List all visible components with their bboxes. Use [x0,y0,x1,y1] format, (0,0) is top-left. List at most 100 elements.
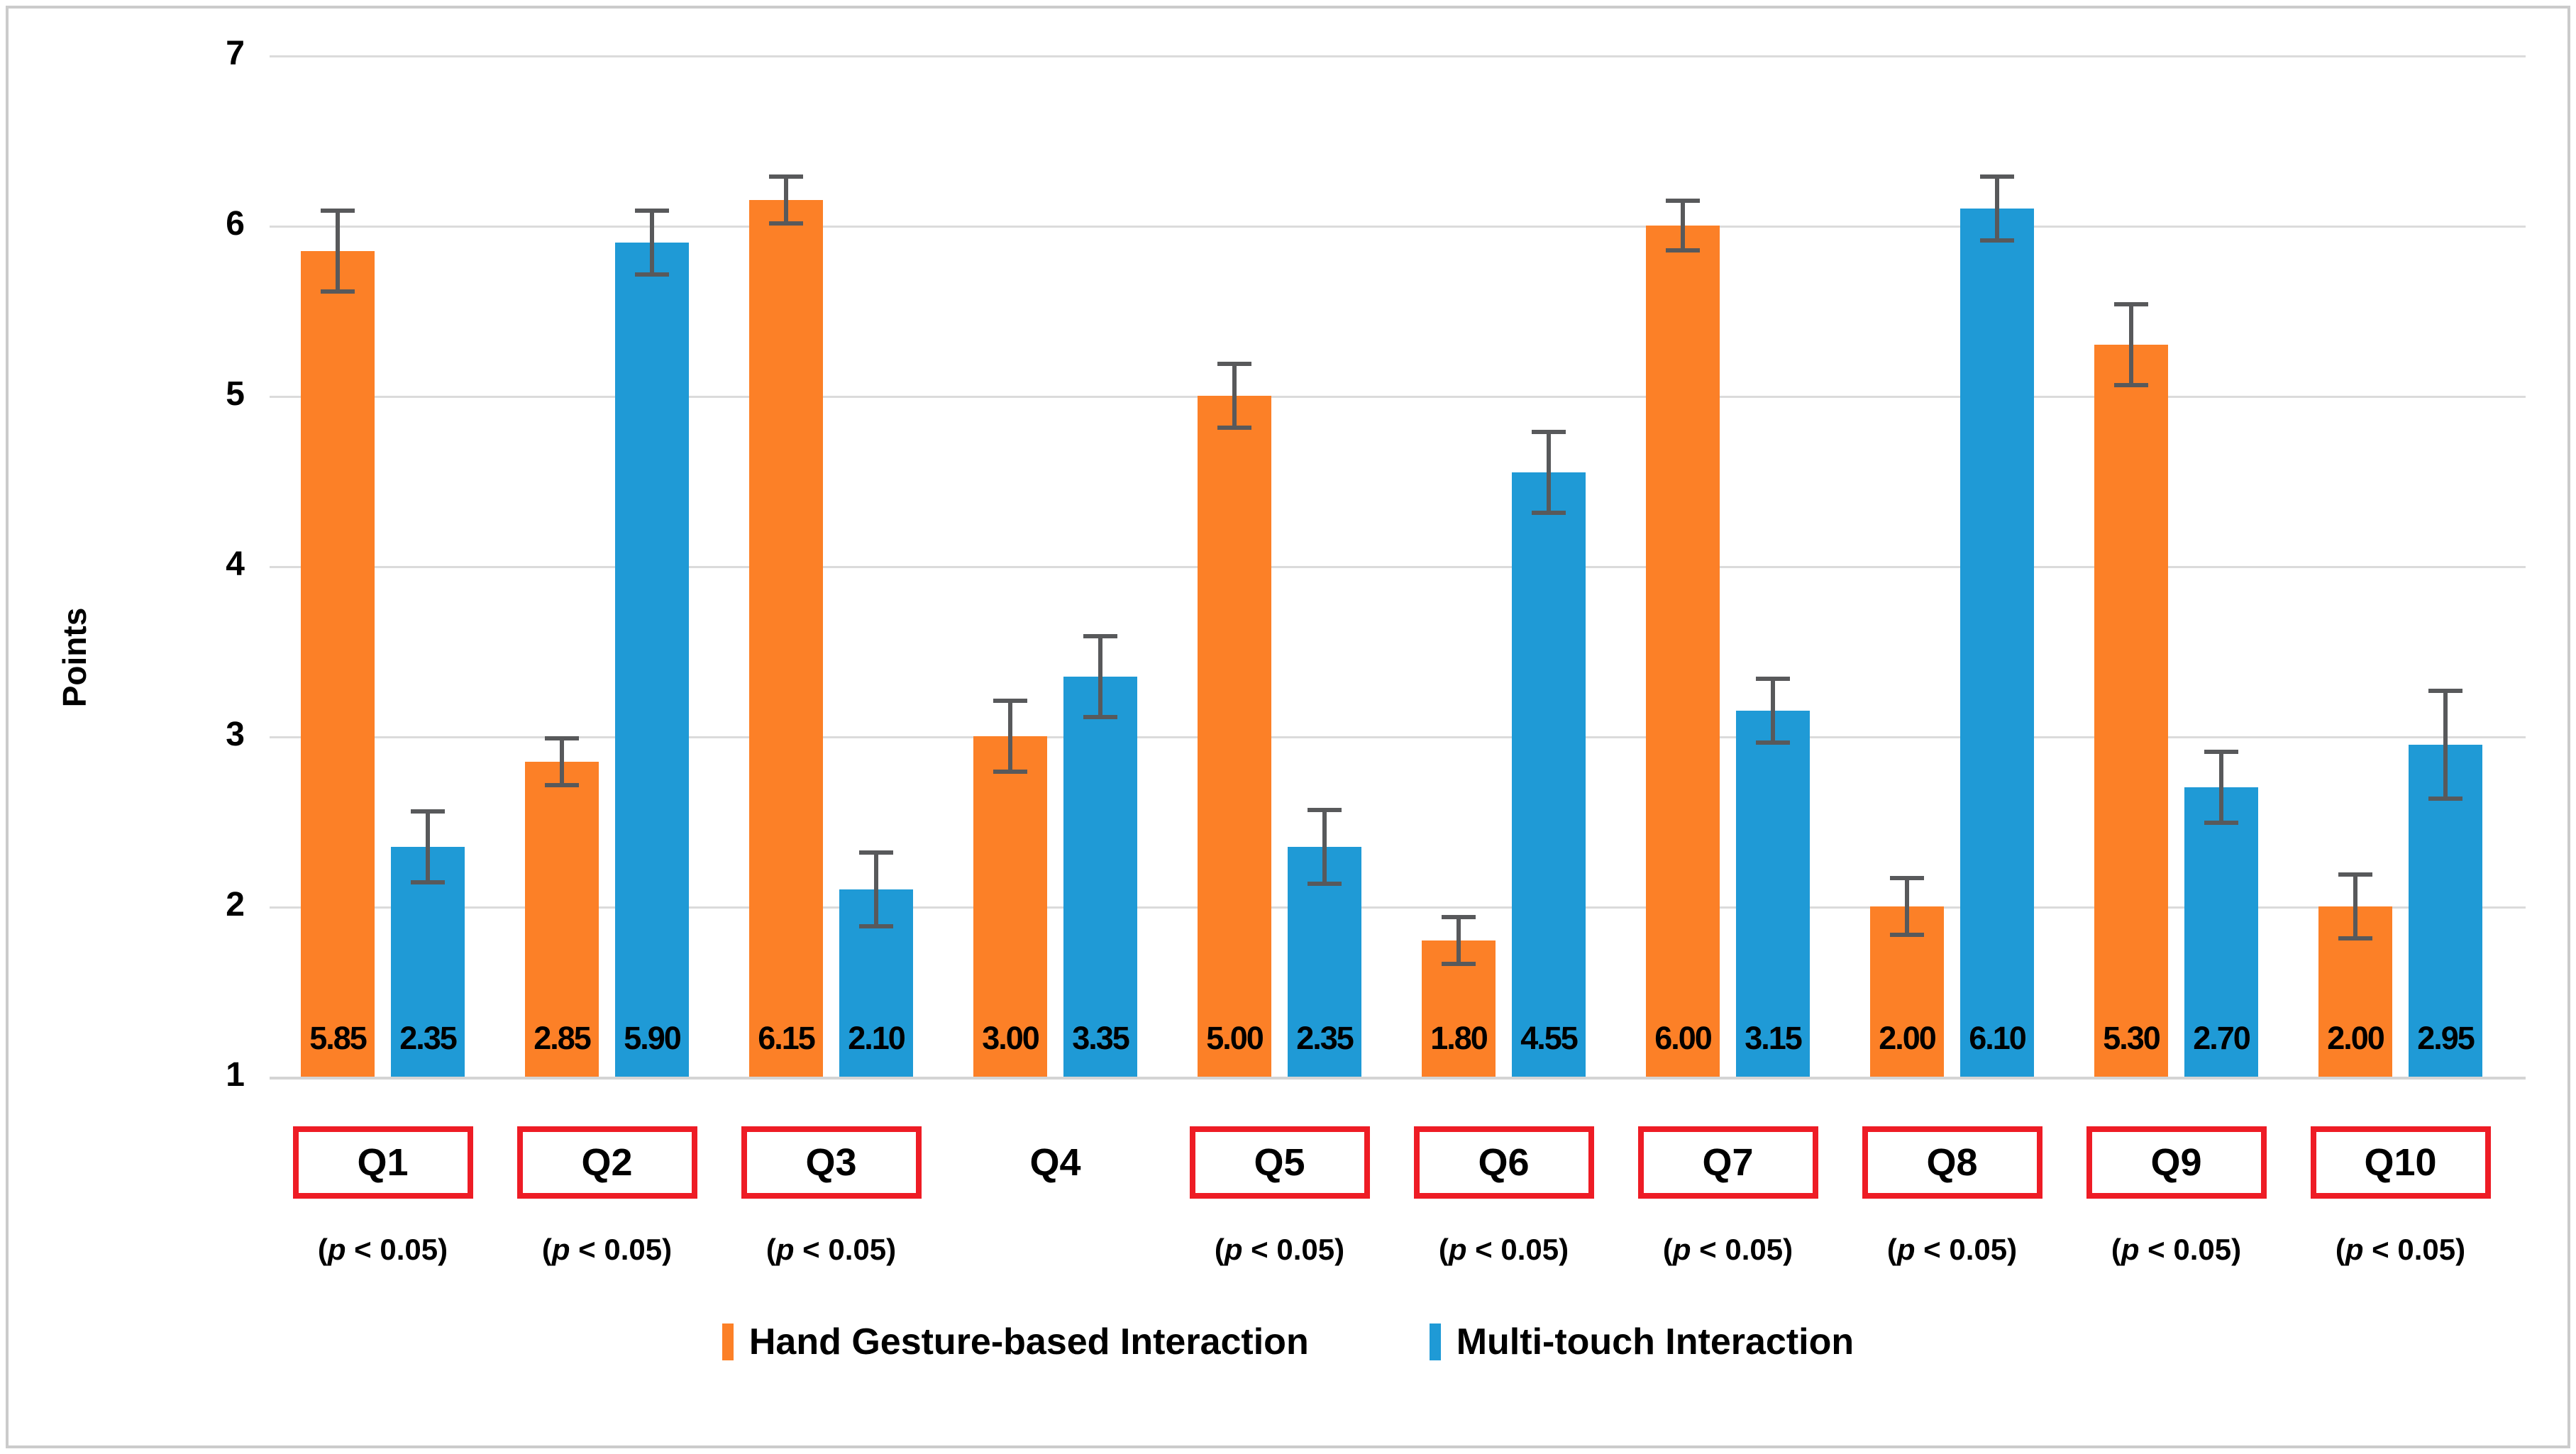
error-bar-stem [1547,430,1551,515]
p-value-label-q1: (p < 0.05) [317,1233,448,1266]
error-bar-q10-series-1 [2428,688,2462,801]
category-label-wrap-q6: Q6 [1383,1126,1625,1199]
error-bar-cap-top [1532,430,1566,434]
chart-frame-border [6,6,2570,1448]
error-bar-q8-series-0 [1890,875,1924,938]
error-bar-cap-bottom [1980,238,2014,243]
error-bar-q2-series-1 [635,209,669,277]
category-label-wrap-q1: Q1 [262,1126,504,1199]
y-tick-label-2: 2 [226,886,245,923]
error-bar-cap-bottom [859,924,893,929]
value-label-q5-series-0: 5.00 [1206,1020,1264,1056]
bar-q6-series-1 [1512,472,1586,1077]
bar-q2-series-1 [615,243,689,1077]
error-bar-q7-series-0 [1666,198,1700,253]
error-bar-cap-bottom [411,879,445,884]
value-label-q7-series-0: 6.00 [1654,1020,1713,1056]
error-bar-stem [2353,872,2357,940]
category-label-wrap-q7: Q7 [1608,1126,1849,1199]
cluster-q5: 5.00 2.35 Q5 (p < 0.05) [1189,55,1370,1266]
error-bar-cap-top [411,809,445,814]
cluster-q1: 5.85 2.35 Q1 (p < 0.05) [292,55,473,1266]
y-tick-label-1: 1 [226,1056,245,1094]
error-bar-cap-bottom [1083,715,1117,719]
error-bar-stem [2219,750,2223,825]
significance-box-q3: Q3 [741,1126,922,1199]
category-label-wrap-q9: Q9 [2056,1126,2297,1199]
bar-q1-series-1 [391,847,465,1077]
error-bar-stem [1456,915,1461,966]
value-label-q10-series-1: 2.95 [2417,1020,2475,1056]
error-bar-stem [1905,875,1909,938]
significance-box-q1: Q1 [292,1126,473,1199]
value-label-q8-series-1: 6.10 [1969,1020,2027,1056]
error-bar-cap-top [1442,915,1476,919]
error-bar-stem [1681,198,1685,253]
value-label-q8-series-0: 2.00 [1879,1020,1937,1056]
category-label-wrap-q3: Q3 [711,1126,952,1199]
error-bar-cap-top [1308,807,1342,812]
cluster-q4: 3.00 3.35 Q4 [965,55,1146,1199]
error-bar-cap-bottom [635,272,669,277]
significance-box-q7: Q7 [1637,1126,1818,1199]
plot-area: 7 6 5 4 3 2 1 5.85 2.35 Q1 (p < 0.05) 2.85 5.90 Q2 (p … [226,35,2526,1266]
bar-clusters: 5.85 2.35 Q1 (p < 0.05) 2.85 5.90 Q2 (p < 0.05)… [270,55,2526,1266]
error-bar-q3-series-1 [859,850,893,929]
error-bar-cap-bottom [1756,740,1790,745]
error-bar-cap-top [2204,750,2238,755]
cluster-q7: 6.00 3.15 Q7 (p < 0.05) [1637,55,1818,1266]
error-bar-cap-top [2114,302,2148,306]
error-bar-cap-top [1890,875,1924,880]
significance-box-q6: Q6 [1413,1126,1594,1199]
y-tick-label-6: 6 [226,204,245,243]
bar-q5-series-0 [1198,396,1271,1077]
p-value-label-q6: (p < 0.05) [1438,1233,1569,1266]
error-bar-stem [1008,699,1012,774]
error-bar-cap-bottom [2114,383,2148,387]
error-bar-stem [426,809,430,884]
error-bar-q4-series-1 [1083,634,1117,719]
error-bar-q9-series-0 [2114,302,2148,387]
gridline-y-7 [270,55,2526,57]
error-bar-cap-top [1217,362,1251,366]
error-bar-cap-top [321,209,355,213]
error-bar-q6-series-1 [1532,430,1566,515]
error-bar-stem [784,174,788,226]
error-bar-cap-top [545,736,579,740]
error-bar-q8-series-1 [1980,174,2014,243]
legend: Hand Gesture-based Interaction Multi-touc… [0,1321,2576,1363]
bar-q8-series-1 [1960,209,2034,1077]
gridline-y-2 [270,906,2526,909]
category-label-wrap-q5: Q5 [1159,1126,1400,1199]
error-bar-cap-bottom [993,769,1027,774]
value-label-q4-series-1: 3.35 [1072,1020,1130,1056]
error-bar-cap-top [1980,174,2014,179]
category-label-wrap-q10: Q10 [2280,1126,2521,1199]
error-bar-cap-top [859,850,893,855]
error-bar-q1-series-0 [321,209,355,294]
y-tick-label-3: 3 [226,715,245,753]
error-bar-stem [1232,362,1237,430]
gridline-y-1 [270,1077,2526,1080]
error-bar-cap-bottom [1532,511,1566,515]
value-label-q9-series-0: 5.30 [2103,1020,2161,1056]
bar-q9-series-1 [2184,787,2258,1077]
error-bar-cap-bottom [2204,820,2238,825]
legend-swatch-0 [722,1323,734,1360]
y-tick-label-5: 5 [226,374,245,413]
error-bar-q4-series-0 [993,699,1027,774]
y-tick-label-7: 7 [226,35,245,72]
value-label-q4-series-0: 3.00 [982,1020,1040,1056]
cluster-q3: 6.15 2.10 Q3 (p < 0.05) [741,55,922,1266]
value-label-q9-series-1: 2.70 [2193,1020,2251,1056]
legend-item-1: Multi-touch Interaction [1429,1321,1854,1363]
cluster-q10: 2.00 2.95 Q10 (p < 0.05) [2310,55,2491,1266]
error-bar-stem [650,209,654,277]
error-bar-cap-top [2428,688,2462,693]
error-bar-cap-bottom [1666,248,1700,253]
gridline-y-5 [270,396,2526,398]
error-bar-q3-series-0 [769,174,803,226]
legend-swatch-1 [1429,1323,1441,1360]
error-bar-cap-bottom [1890,933,1924,938]
value-label-q2-series-1: 5.90 [624,1020,682,1056]
